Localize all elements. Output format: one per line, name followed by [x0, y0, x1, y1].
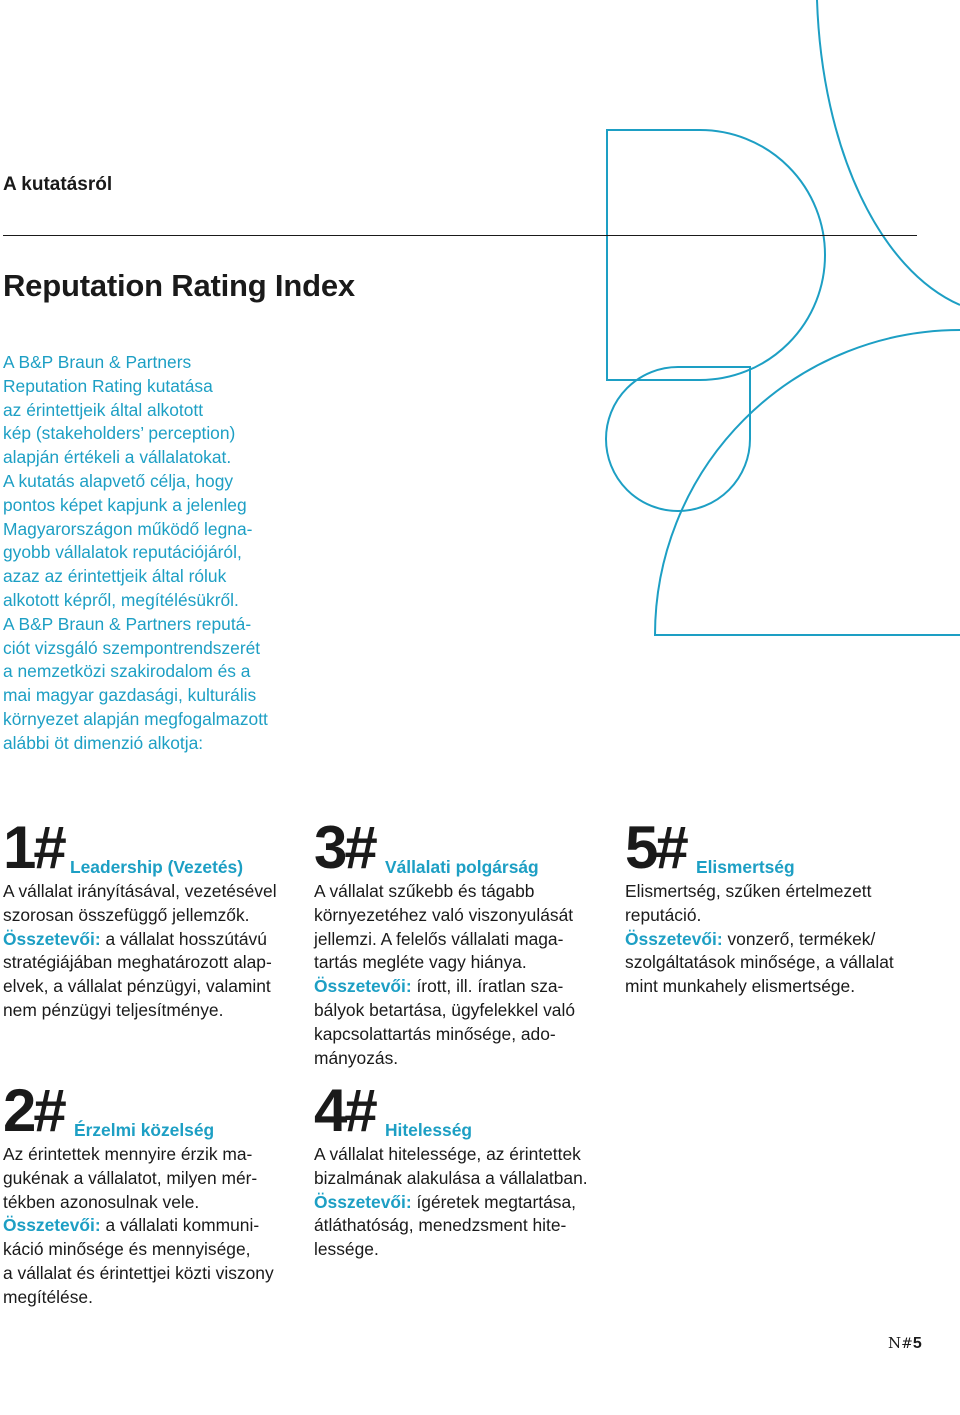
small-drop-shape: [605, 366, 751, 512]
dimension-description: A vállalat szűkebb és tágabb környezetéh…: [314, 880, 614, 1070]
description-line: szorosan összefüggő jellemzők.: [3, 904, 250, 925]
intro-line: alapján értékeli a vállalatokat.: [3, 447, 232, 468]
intro-line: pontos képet kapjunk a jelenleg: [3, 494, 247, 515]
description-line: kapcsolattartás minősége, ado-: [314, 1023, 556, 1044]
top-arc-shape: [816, 0, 960, 306]
components-label: Összetevői:: [3, 1215, 101, 1236]
intro-line: kép (stakeholders’ perception): [3, 423, 236, 444]
components-label: Összetevői:: [3, 928, 101, 949]
description-line: káció minősége és mennyisége,: [3, 1239, 251, 1260]
dimension-2: 2# Érzelmi közelség Az érintettek mennyi…: [3, 1081, 303, 1310]
intro-line: ciót vizsgáló szempontrendszerét: [3, 637, 261, 658]
description-line: stratégiájában meghatározott alap-: [3, 952, 272, 973]
description-line: bizalmának alakulása a vállalatban.: [314, 1167, 588, 1188]
intro-line: A kutatás alapvető célja, hogy: [3, 470, 234, 491]
description-line: A vállalat szűkebb és tágabb: [314, 881, 535, 901]
description-line: A vállalat irányításával, vezetésével: [3, 881, 277, 901]
page-number-value: 5: [912, 1335, 922, 1352]
description-line: reputáció.: [625, 904, 702, 925]
dimension-heading: 3# Vállalati polgárság: [314, 818, 614, 880]
dimension-heading: 5# Elismertség: [625, 818, 925, 880]
dimension-heading: 1# Leadership (Vezetés): [3, 818, 303, 880]
dimension-description: A vállalat irányításával, vezetésével sz…: [3, 880, 303, 1023]
intro-paragraph: A B&P Braun & Partners Reputation Rating…: [3, 351, 303, 756]
intro-line: Reputation Rating kutatása: [3, 375, 213, 396]
dimension-5: 5# Elismertség Elismertség, szűken értel…: [625, 818, 925, 999]
intro-line: mai magyar gazdasági, kulturális: [3, 685, 257, 706]
description-line: nem pénzügyi teljesítménye.: [3, 999, 224, 1020]
description-line: tékben azonosulnak vele.: [3, 1191, 200, 1212]
description-line: elvek, a vállalat pénzügyi, valamint: [3, 976, 271, 997]
intro-line: környezet alapján megfogalmazott: [3, 708, 268, 729]
components-label: Összetevői:: [314, 1191, 412, 1212]
dimension-number: 4#: [314, 1077, 378, 1144]
components-label: Összetevői:: [625, 928, 723, 949]
header-divider: [3, 235, 917, 236]
half-circle-shape: [606, 129, 826, 381]
description-line: lessége.: [314, 1239, 379, 1260]
section-label: A kutatásról: [3, 174, 113, 195]
dimension-title: Vállalati polgárság: [385, 857, 539, 877]
intro-line: Magyarországon működő legna-: [3, 518, 253, 539]
intro-line: az érintettjeik által alkotott: [3, 399, 204, 420]
description-line: megítélése.: [3, 1286, 93, 1307]
dimension-3: 3# Vállalati polgárság A vállalat szűkeb…: [314, 818, 614, 1070]
description-line: tartás megléte vagy hiánya.: [314, 952, 527, 973]
page-number-prefix: N: [888, 1334, 902, 1352]
intro-line: gyobb vállalatok reputációjáról,: [3, 542, 242, 563]
description-line: átláthatóság, menedzsment hite-: [314, 1215, 567, 1236]
intro-line: A B&P Braun & Partners repu­tá-: [3, 613, 252, 634]
dimension-title: Leadership (Vezetés): [70, 857, 244, 877]
dimension-number: 3#: [314, 814, 378, 881]
description-line: Összetevői: írott, ill. íratlan sza-: [314, 976, 564, 997]
page-number-hash: #: [901, 1336, 913, 1352]
dimension-heading: 2# Érzelmi közelség: [3, 1081, 303, 1143]
description-line: A vállalat hitelessége, az érintettek: [314, 1144, 581, 1164]
description-line: mányozás.: [314, 1047, 399, 1068]
dimension-title: Elismertség: [696, 857, 795, 877]
description-line: környezetéhez való viszonyulását: [314, 904, 574, 925]
description-line: szolgáltatások minősége, a vállalat: [625, 952, 894, 973]
description-line: a vállalat és érintettjei közti viszony: [3, 1262, 274, 1283]
components-label: Összetevői:: [314, 976, 412, 997]
large-quarter-shape: [653, 329, 960, 636]
intro-line: alábbi öt dimenzió alkotja:: [3, 732, 204, 753]
dimension-number: 1#: [3, 814, 67, 881]
dimension-1: 1# Leadership (Vezetés) A vállalat irány…: [3, 818, 303, 1023]
description-line: mint munkahely elismertsége.: [625, 976, 856, 997]
dimension-description: Elismertség, szűken értelmezett reputáci…: [625, 880, 925, 999]
description-line: bályok betartása, ügyfelekkel való: [314, 999, 576, 1020]
description-line: Elismertség, szűken értelmezett: [625, 881, 872, 901]
dimension-description: Az érintettek mennyire érzik ma- gukénak…: [3, 1143, 303, 1310]
dimension-number: 5#: [625, 814, 689, 881]
description-line: Összetevői: a vállalat hosszútávú: [3, 928, 267, 949]
intro-line: a nemzetközi szakirodalom és a: [3, 661, 251, 682]
dimension-title: Hitelesség: [385, 1120, 472, 1140]
description-line: Összetevői: ígéretek megtartása,: [314, 1191, 576, 1212]
description-line: jellemzi. A felelős vállalati maga-: [314, 928, 564, 949]
dimension-number: 2#: [3, 1077, 67, 1144]
description-line: Összetevői: vonzerő, termékek/: [625, 928, 876, 949]
description-line: gukénak a vállalatot, milyen mér-: [3, 1167, 258, 1188]
page-title: Reputation Rating Index: [3, 268, 355, 303]
dimension-4: 4# Hitelesség A vállalat hitelessége, az…: [314, 1081, 614, 1262]
intro-line: A B&P Braun & Partners: [3, 352, 192, 372]
dimension-heading: 4# Hitelesség: [314, 1081, 614, 1143]
description-line: Az érintettek mennyire érzik ma-: [3, 1144, 253, 1164]
page-number: N#5: [888, 1334, 922, 1353]
description-line: Összetevői: a vállalati kommuni-: [3, 1215, 260, 1236]
intro-line: azaz az érintettjeik által róluk: [3, 566, 227, 587]
dimension-description: A vállalat hitelessége, az érintettek bi…: [314, 1143, 614, 1262]
dimension-title: Érzelmi közelség: [74, 1120, 215, 1140]
intro-line: alkotott képről, megítélésükről.: [3, 589, 239, 610]
